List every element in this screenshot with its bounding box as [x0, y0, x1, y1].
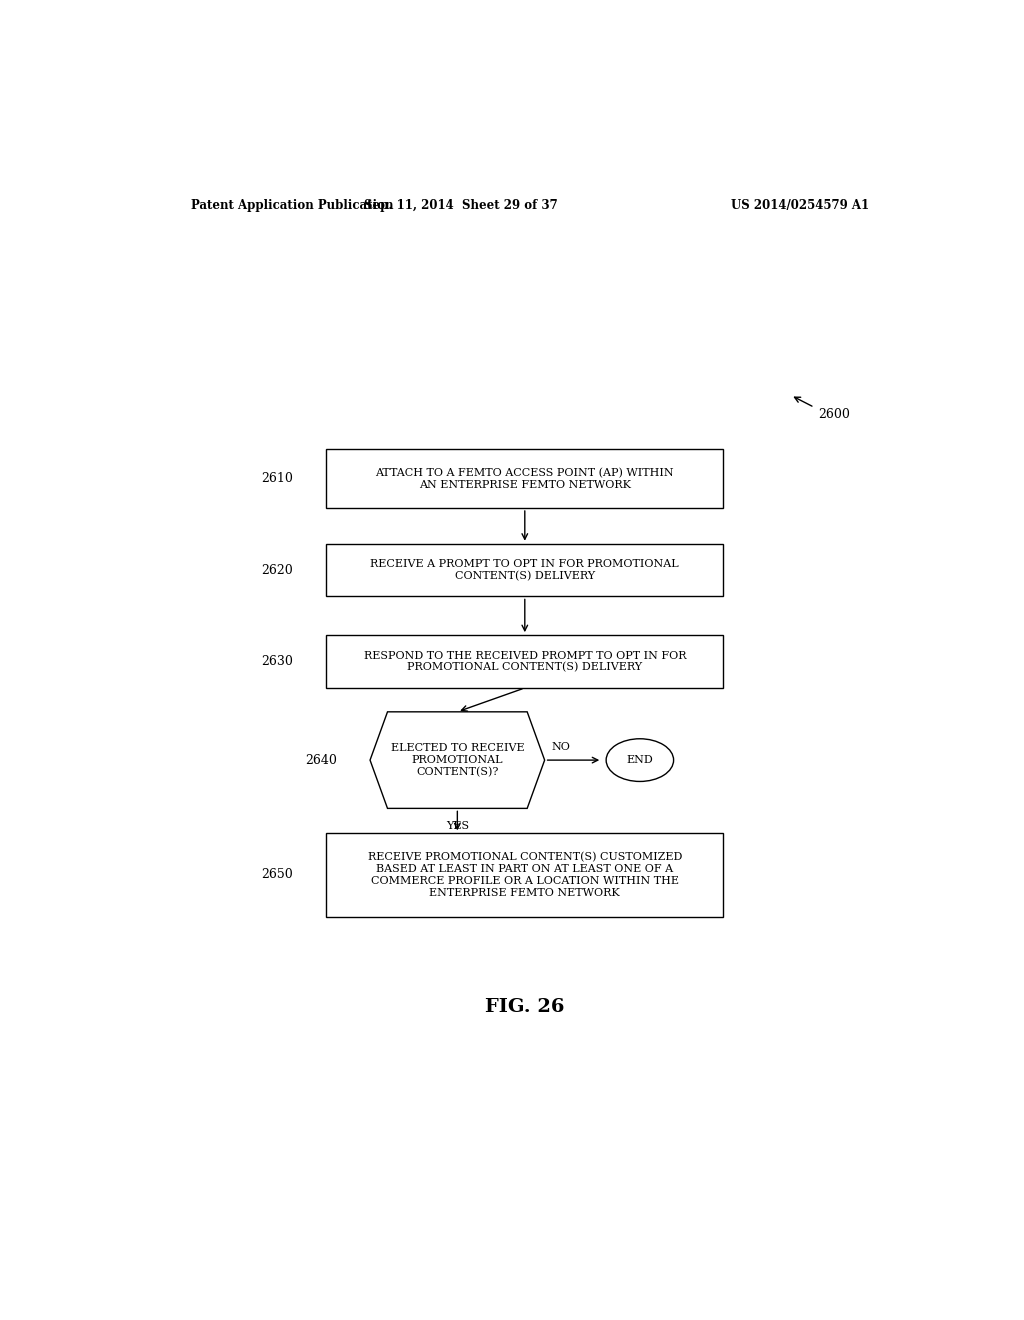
- Text: ELECTED TO RECEIVE
PROMOTIONAL
CONTENT(S)?: ELECTED TO RECEIVE PROMOTIONAL CONTENT(S…: [390, 743, 524, 777]
- FancyBboxPatch shape: [327, 449, 723, 508]
- Text: RECEIVE A PROMPT TO OPT IN FOR PROMOTIONAL
CONTENT(S) DELIVERY: RECEIVE A PROMPT TO OPT IN FOR PROMOTION…: [371, 560, 679, 581]
- Text: US 2014/0254579 A1: US 2014/0254579 A1: [731, 198, 869, 211]
- Ellipse shape: [606, 739, 674, 781]
- Text: END: END: [627, 755, 653, 766]
- Text: 2650: 2650: [261, 869, 293, 882]
- Text: Patent Application Publication: Patent Application Publication: [191, 198, 394, 211]
- Text: FIG. 26: FIG. 26: [485, 998, 564, 1016]
- Text: RECEIVE PROMOTIONAL CONTENT(S) CUSTOMIZED
BASED AT LEAST IN PART ON AT LEAST ONE: RECEIVE PROMOTIONAL CONTENT(S) CUSTOMIZE…: [368, 853, 682, 898]
- Text: Sep. 11, 2014  Sheet 29 of 37: Sep. 11, 2014 Sheet 29 of 37: [365, 198, 558, 211]
- FancyBboxPatch shape: [327, 544, 723, 597]
- Text: 2640: 2640: [305, 754, 337, 767]
- Text: ATTACH TO A FEMTO ACCESS POINT (AP) WITHIN
AN ENTERPRISE FEMTO NETWORK: ATTACH TO A FEMTO ACCESS POINT (AP) WITH…: [376, 467, 674, 490]
- Text: YES: YES: [445, 821, 469, 830]
- Text: NO: NO: [551, 742, 570, 752]
- Text: 2630: 2630: [261, 655, 293, 668]
- Text: 2610: 2610: [261, 473, 293, 484]
- Text: 2600: 2600: [818, 408, 850, 421]
- Polygon shape: [370, 711, 545, 808]
- Text: RESPOND TO THE RECEIVED PROMPT TO OPT IN FOR
PROMOTIONAL CONTENT(S) DELIVERY: RESPOND TO THE RECEIVED PROMPT TO OPT IN…: [364, 651, 686, 672]
- FancyBboxPatch shape: [327, 635, 723, 688]
- Text: 2620: 2620: [261, 564, 293, 577]
- FancyBboxPatch shape: [327, 833, 723, 916]
